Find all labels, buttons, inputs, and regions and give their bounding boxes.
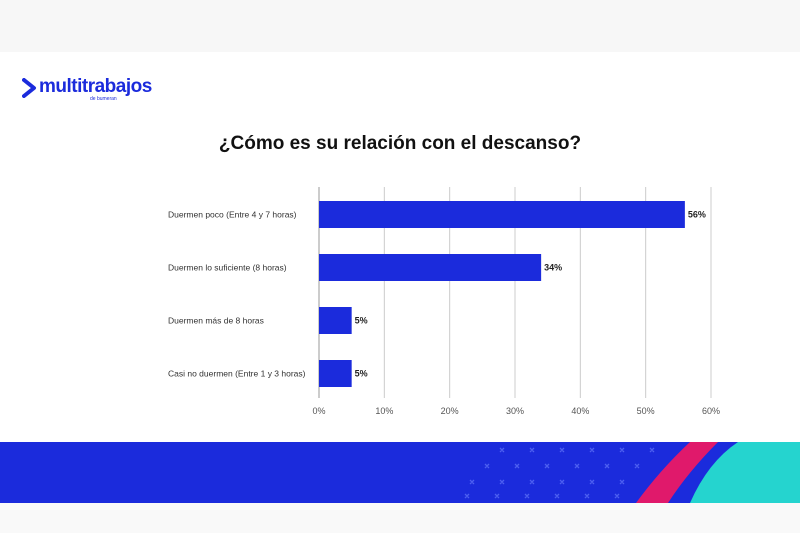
bar <box>319 360 352 387</box>
chart-labels: 0% 10% 20% 30% 40% 50% 60% Duermen poco (Entre … <box>168 210 720 417</box>
tick-label: 50% <box>637 406 655 416</box>
category-label: Duermen lo suficiente (8 horas) <box>168 263 287 273</box>
chart-bars <box>319 201 685 387</box>
tick-label: 0% <box>312 406 325 416</box>
tick-label: 10% <box>375 406 393 416</box>
tick-label: 20% <box>441 406 459 416</box>
brand-subtitle: de bumeran <box>90 96 117 102</box>
data-label: 56% <box>688 210 706 220</box>
bottom-band <box>0 503 800 533</box>
cross-pattern <box>464 447 655 499</box>
chevron-logo-icon <box>22 78 36 98</box>
brand-name: multitrabajos <box>39 76 152 97</box>
data-label: 34% <box>544 263 562 273</box>
category-label: Duermen más de 8 horas <box>168 316 264 326</box>
tick-label: 30% <box>506 406 524 416</box>
bar <box>319 201 685 228</box>
category-label: Duermen poco (Entre 4 y 7 horas) <box>168 210 297 220</box>
top-band <box>0 0 800 52</box>
teal-accent <box>690 442 800 503</box>
tick-label: 60% <box>702 406 720 416</box>
footer-band <box>0 442 800 503</box>
bar <box>319 307 352 334</box>
data-label: 5% <box>355 369 368 379</box>
tick-label: 40% <box>571 406 589 416</box>
data-label: 5% <box>355 316 368 326</box>
category-label: Casi no duermen (Entre 1 y 3 horas) <box>168 369 306 379</box>
chart-title: ¿Cómo es su relación con el descanso? <box>218 133 582 154</box>
pink-accent <box>636 442 718 503</box>
bar <box>319 254 542 281</box>
